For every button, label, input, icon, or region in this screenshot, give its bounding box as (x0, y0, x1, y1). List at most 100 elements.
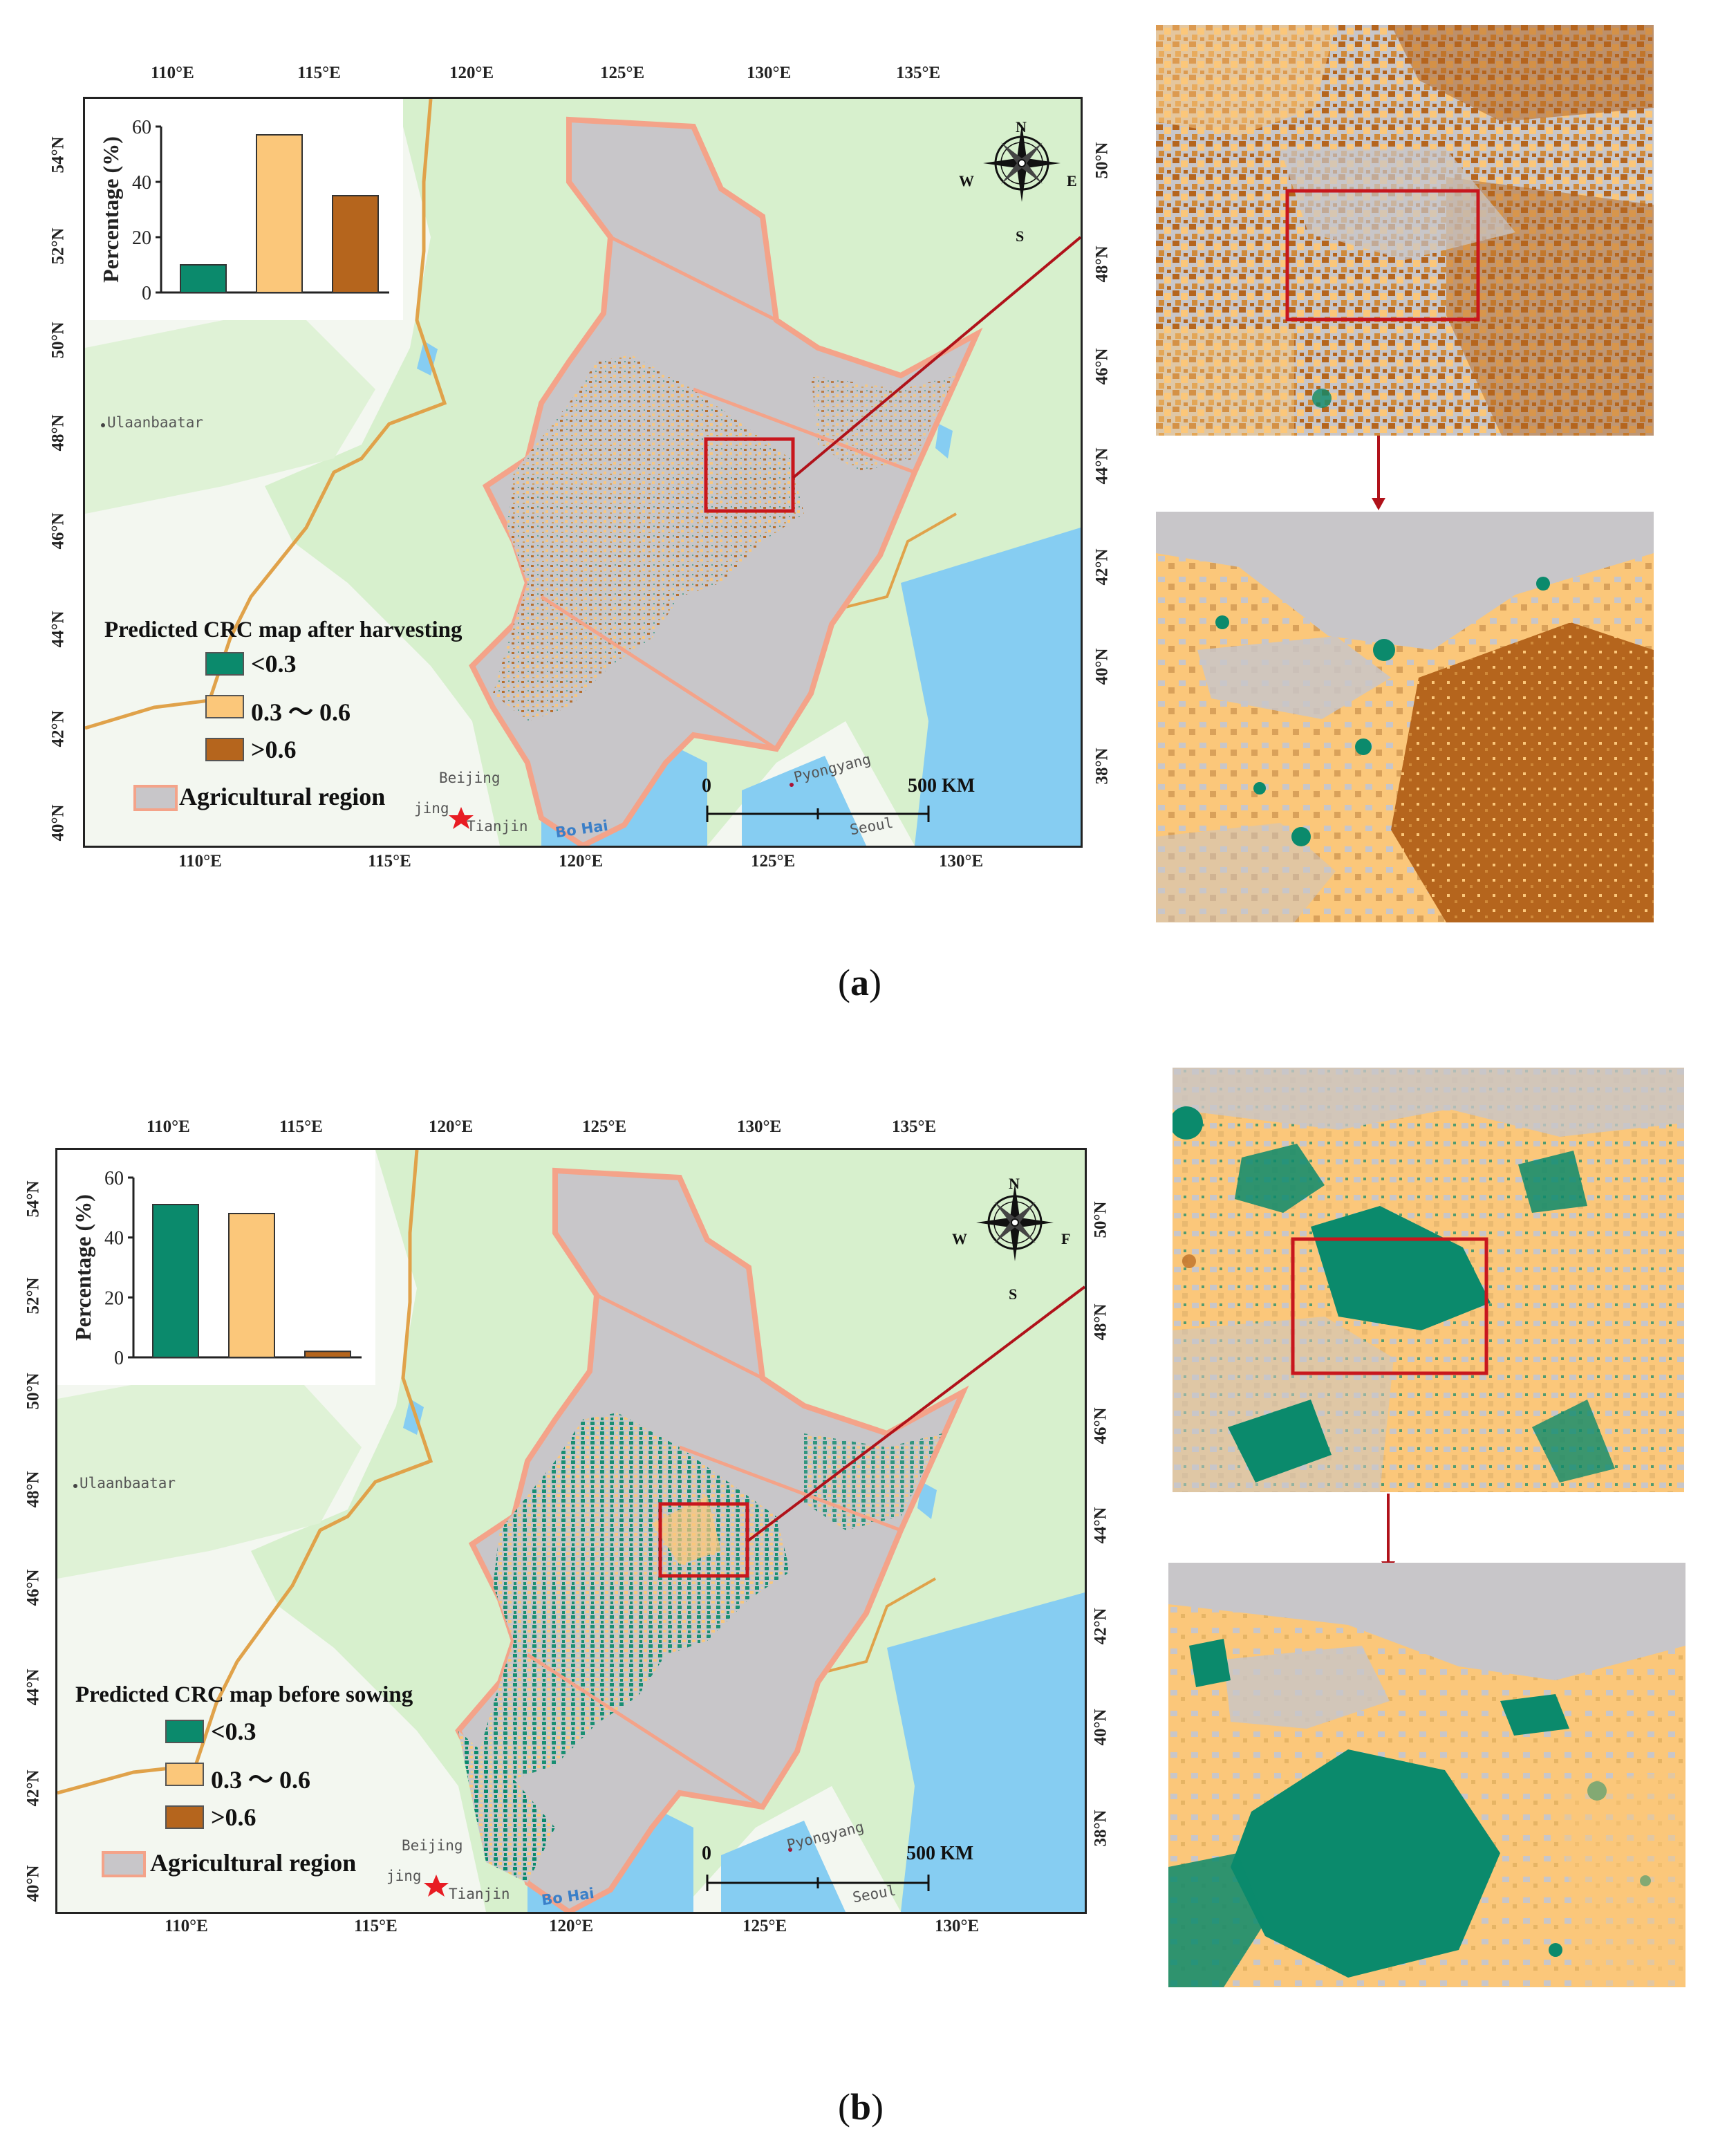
caption-a-open: ( (838, 962, 850, 1003)
bottom-lon-tick: 130°E (939, 852, 984, 871)
left-lat-tick: 50°N (48, 322, 68, 359)
chart-bar (304, 1350, 351, 1359)
left-lat-tick: 40°N (24, 1865, 43, 1902)
top-lon-tick: 135°E (892, 1117, 937, 1136)
compass-s: S (1009, 1285, 1018, 1303)
chart-y-tick-label: 0 (142, 283, 151, 304)
right-lat-tick: 46°N (1091, 1407, 1110, 1444)
chart-bar (228, 1213, 275, 1358)
chart-y-tick-label: 0 (114, 1348, 124, 1369)
city-beijing: Beijing (439, 770, 501, 786)
top-lon-tick: 115°E (297, 64, 341, 82)
chart-y-tick-label: 40 (132, 172, 151, 194)
map-b: 0 20 40 60 Percentage (%) N S W F Ulaanbaata… (55, 1148, 1087, 1914)
left-lat-tick: 50°N (24, 1373, 43, 1410)
right-lat-tick: 44°N (1092, 447, 1112, 485)
panel-a: 110°E 115°E 120°E 125°E 130°E 135°E 110°… (0, 0, 1709, 1051)
compass-w: W (959, 172, 974, 189)
chart-y-tick-label: 60 (104, 1168, 124, 1189)
scale-end: 500 KM (908, 775, 975, 797)
basemap-a (85, 99, 1081, 846)
chart-y-label: Percentage (%) (98, 136, 123, 283)
chart-y-tick-label: 60 (132, 117, 151, 138)
compass-n: N (1016, 118, 1027, 136)
scale-zero: 0 (702, 1843, 711, 1864)
bar-chart-b: 0 20 40 60 Percentage (%) (71, 1168, 362, 1369)
inset-chart-b: 0 20 40 60 Percentage (%) (57, 1150, 375, 1385)
city-beijing: Beijing (402, 1837, 463, 1854)
left-lat-tick: 46°N (48, 512, 68, 550)
right-lat-tick: 40°N (1092, 648, 1112, 685)
caption-a: (a) (838, 961, 881, 1004)
legend-swatch-low (165, 1720, 204, 1743)
right-lat-tick: 48°N (1092, 245, 1112, 283)
zoom-arrow-a (1372, 436, 1385, 510)
caption-b: (b) (838, 2085, 884, 2128)
right-lat-tick: 38°N (1092, 747, 1112, 785)
legend-label-low: <0.3 (251, 650, 297, 678)
legend-swatch-agri (133, 785, 178, 811)
legend-swatch-mid (165, 1763, 204, 1786)
right-lat-tick: 40°N (1091, 1709, 1110, 1746)
panel-b: 110°E 115°E 120°E 125°E 130°E 135°E 110°… (0, 1051, 1709, 2156)
bottom-lon-tick: 110°E (178, 852, 222, 871)
zoom-view-a-1 (1156, 25, 1654, 436)
right-lat-tick: 38°N (1091, 1810, 1110, 1847)
chart-bar (180, 264, 227, 293)
city-jing: jing (386, 1868, 422, 1884)
legend-label-high: >0.6 (251, 736, 297, 763)
top-lon-tick: 125°E (600, 64, 645, 82)
compass-e: E (1067, 172, 1077, 189)
top-lon-tick: 120°E (429, 1117, 474, 1136)
city-ulaanbaatar: Ulaanbaatar (107, 414, 204, 431)
bottom-lon-tick: 120°E (549, 1917, 594, 1935)
caption-b-letter: b (850, 2086, 872, 2128)
right-lat-tick: 42°N (1091, 1608, 1110, 1645)
legend-swatch-high (165, 1805, 204, 1829)
bottom-lon-tick: 125°E (743, 1917, 787, 1935)
zoom-view-b-2 (1168, 1563, 1685, 1987)
left-lat-tick: 40°N (48, 804, 68, 842)
chart-bar (152, 1204, 199, 1358)
left-lat-tick: 44°N (24, 1669, 43, 1706)
top-lon-tick: 110°E (147, 1117, 190, 1136)
chart-y-tick-label: 40 (104, 1228, 124, 1249)
compass-e: F (1061, 1230, 1071, 1247)
caption-b-close: ) (871, 2086, 884, 2128)
chart-bar (332, 195, 379, 293)
zoom-view-b-1 (1173, 1068, 1684, 1492)
legend-title-a: Predicted CRC map after harvesting (104, 617, 463, 642)
right-lat-tick: 50°N (1091, 1201, 1110, 1238)
right-lat-tick: 42°N (1092, 548, 1112, 586)
city-ulaanbaatar: Ulaanbaatar (80, 1475, 176, 1491)
right-lat-tick: 48°N (1091, 1303, 1110, 1341)
bottom-lon-tick: 115°E (354, 1917, 398, 1935)
left-lat-tick: 52°N (24, 1277, 43, 1314)
scale-zero: 0 (702, 775, 711, 797)
left-lat-tick: 52°N (48, 227, 68, 265)
legend-label-agri: Agricultural region (179, 783, 386, 810)
caption-a-letter: a (850, 962, 869, 1003)
left-lat-tick: 44°N (48, 611, 68, 648)
legend-label-agri: Agricultural region (150, 1849, 357, 1877)
chart-y-tick-label: 20 (104, 1288, 124, 1309)
bar-chart-a: 0 20 40 60 Percentage (%) (98, 117, 389, 304)
chart-y-label: Percentage (%) (71, 1194, 95, 1341)
top-lon-tick: 110°E (151, 64, 194, 82)
compass-n: N (1009, 1175, 1020, 1192)
top-lon-tick: 135°E (896, 64, 941, 82)
right-lat-tick: 46°N (1092, 348, 1112, 385)
scale-end: 500 KM (906, 1843, 974, 1864)
city-jing: jing (414, 800, 449, 817)
city-tianjin: Tianjin (449, 1886, 510, 1902)
legend-label-low: <0.3 (211, 1718, 256, 1745)
bottom-lon-tick: 110°E (165, 1917, 208, 1935)
top-lon-tick: 125°E (582, 1117, 627, 1136)
compass-w: W (952, 1230, 967, 1247)
left-lat-tick: 54°N (24, 1180, 43, 1218)
left-lat-tick: 48°N (24, 1471, 43, 1508)
map-a: 0 20 40 60 Percentage (%) N S W E Ulaanbaata… (83, 97, 1083, 848)
caption-a-close: ) (868, 962, 881, 1003)
right-lat-tick: 44°N (1091, 1507, 1110, 1544)
city-tianjin: Tianjin (467, 818, 528, 835)
